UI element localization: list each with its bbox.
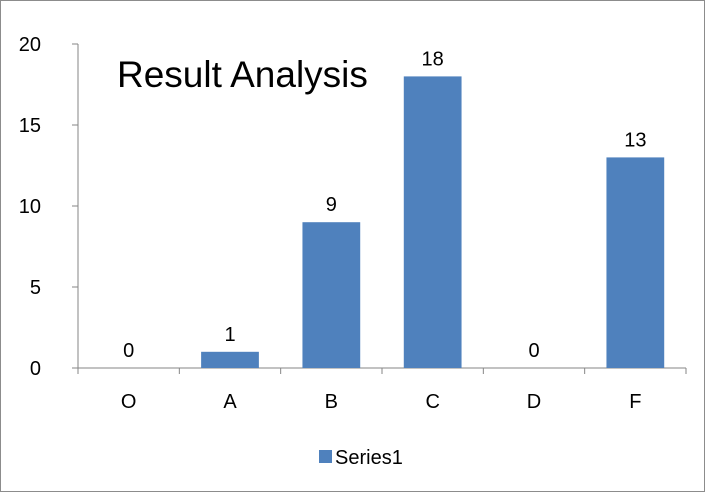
bar <box>302 222 361 368</box>
x-tick-label: O <box>121 391 137 413</box>
data-label: 0 <box>123 340 134 362</box>
bar <box>201 351 259 368</box>
data-label: 0 <box>528 340 539 362</box>
data-label: 1 <box>224 324 235 346</box>
bars <box>201 76 665 369</box>
data-label: 18 <box>422 48 444 70</box>
legend: Series1 <box>319 447 403 469</box>
bar <box>403 76 462 369</box>
y-tick-label: 10 <box>19 196 41 218</box>
x-tick-label: F <box>629 391 641 413</box>
y-tick-label: 0 <box>30 358 41 380</box>
x-tick-label: A <box>223 391 237 413</box>
data-labels: 0 1 9 18 0 13 <box>123 48 646 362</box>
y-tick-label: 5 <box>30 277 41 299</box>
legend-swatch <box>319 450 332 463</box>
x-tick-label: D <box>527 391 541 413</box>
data-label: 13 <box>624 129 646 151</box>
legend-label: Series1 <box>335 447 403 469</box>
y-tick-label: 15 <box>19 115 41 137</box>
y-axis: 0 5 10 15 20 <box>19 34 79 380</box>
data-label: 9 <box>326 194 337 216</box>
x-tick-label: C <box>425 391 439 413</box>
x-tick-label: B <box>325 391 338 413</box>
y-tick-label: 20 <box>19 34 41 56</box>
bar <box>606 157 665 368</box>
chart-title: Result Analysis <box>117 54 368 95</box>
